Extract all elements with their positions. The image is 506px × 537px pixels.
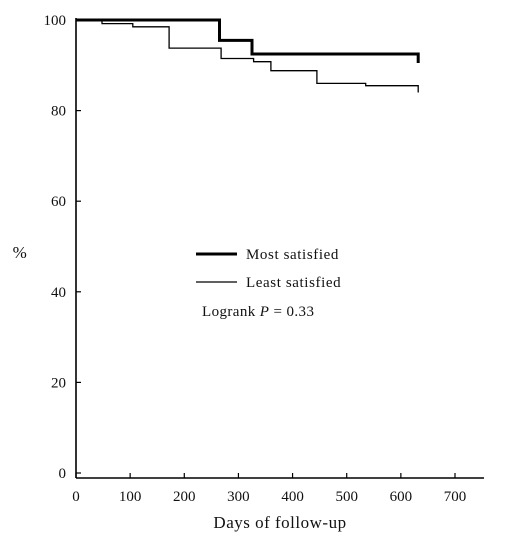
legend-label: Most satisfied [246,247,339,263]
x-tick-label: 500 [335,489,358,505]
legend-label: Least satisfied [246,275,341,291]
annot-p-symbol: P [259,304,270,320]
x-tick-label: 200 [173,489,196,505]
y-ticks: 0 20 40 60 80 100 [44,13,81,482]
y-tick-label: 80 [51,104,66,120]
y-tick-label: 100 [44,13,67,29]
y-tick-label: 20 [51,375,66,391]
series-line-least-satisfied [76,19,419,93]
y-axis: 0 20 40 60 80 100 % [13,13,81,482]
y-axis-title: % [13,243,28,262]
y-tick-label: 60 [51,194,66,210]
x-tick-label: 0 [72,489,80,505]
annot-prefix: Logrank [202,304,260,320]
series-layer [76,18,420,93]
series-line-most-satisfied [76,18,420,63]
x-tick-label: 300 [227,489,250,505]
x-tick-label: 600 [390,489,413,505]
x-tick-label: 700 [444,489,467,505]
logrank-annotation: Logrank P = 0.33 [202,304,314,320]
x-tick-label: 400 [281,489,304,505]
x-axis-title: Days of follow-up [213,513,346,532]
y-tick-label: 40 [51,285,66,301]
legend: Most satisfied Least satisfied [196,247,341,291]
annot-value: = 0.33 [269,304,314,320]
x-tick-label: 100 [119,489,142,505]
y-tick-label: 0 [59,466,67,482]
x-ticks: 0 100 200 300 400 500 600 700 [72,473,466,505]
x-axis: 0 100 200 300 400 500 600 700 Days of follow-up [72,473,484,532]
